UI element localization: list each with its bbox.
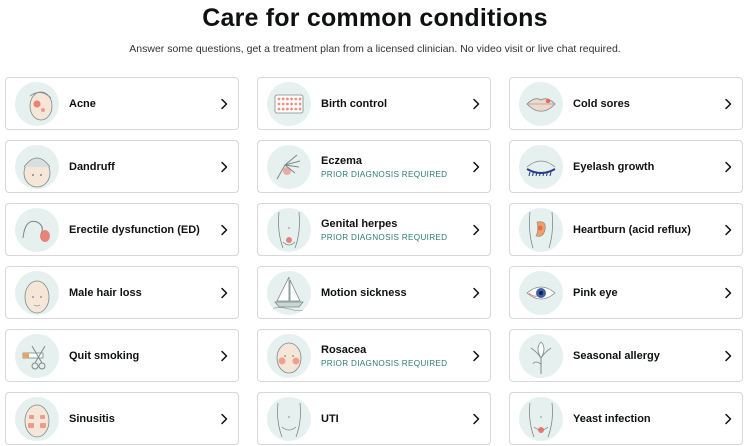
chevron-right-icon xyxy=(471,161,481,173)
condition-card-pink-eye[interactable]: Pink eye xyxy=(509,266,743,319)
prior-diagnosis-note: PRIOR DIAGNOSIS REQUIRED xyxy=(321,232,448,242)
chevron-right-icon xyxy=(723,413,733,425)
condition-card-cold-sores[interactable]: Cold sores xyxy=(509,77,743,130)
condition-label: Yeast infection xyxy=(573,412,651,425)
condition-text: Motion sickness xyxy=(321,286,490,300)
condition-card-rosacea[interactable]: Rosacea PRIOR DIAGNOSIS REQUIRED xyxy=(257,329,491,382)
chevron-right-icon xyxy=(471,224,481,236)
page-header: Care for common conditions Answer some q… xyxy=(0,0,750,56)
pelvis-icon xyxy=(267,396,311,441)
condition-label: Dandruff xyxy=(69,160,115,173)
face-sinus-icon xyxy=(15,396,59,441)
torso-icon xyxy=(267,207,311,252)
ed-icon xyxy=(15,207,59,252)
condition-label: Pink eye xyxy=(573,286,618,299)
condition-label: Eczema xyxy=(321,154,362,167)
chevron-right-icon xyxy=(723,161,733,173)
condition-text: Yeast infection xyxy=(573,412,742,426)
condition-text: Dandruff xyxy=(69,160,238,174)
head-dandruff-icon xyxy=(15,144,59,189)
sailboat-icon xyxy=(267,270,311,315)
chevron-right-icon xyxy=(723,224,733,236)
condition-card-heartburn-acid-reflux[interactable]: Heartburn (acid reflux) xyxy=(509,203,743,256)
prior-diagnosis-note: PRIOR DIAGNOSIS REQUIRED xyxy=(321,169,448,179)
condition-text: Rosacea PRIOR DIAGNOSIS REQUIRED xyxy=(321,343,490,369)
condition-label: Sinusitis xyxy=(69,412,115,425)
flower-icon xyxy=(519,333,563,378)
condition-text: UTI xyxy=(321,412,490,426)
face-rosacea-icon xyxy=(267,333,311,378)
condition-text: Quit smoking xyxy=(69,349,238,363)
page-title: Care for common conditions xyxy=(202,4,548,32)
eyelash-icon xyxy=(519,144,563,189)
condition-label: Cold sores xyxy=(573,97,630,110)
condition-card-erectile-dysfunction-ed[interactable]: Erectile dysfunction (ED) xyxy=(5,203,239,256)
face-acne-icon xyxy=(15,81,59,126)
pill-pack-icon xyxy=(267,81,311,126)
condition-text: Acne xyxy=(69,97,238,111)
condition-card-acne[interactable]: Acne xyxy=(5,77,239,130)
stomach-icon xyxy=(519,207,563,252)
condition-card-yeast-infection[interactable]: Yeast infection xyxy=(509,392,743,445)
chevron-right-icon xyxy=(723,98,733,110)
chevron-right-icon xyxy=(219,224,229,236)
condition-card-eczema[interactable]: Eczema PRIOR DIAGNOSIS REQUIRED xyxy=(257,140,491,193)
chevron-right-icon xyxy=(219,287,229,299)
condition-label: Erectile dysfunction (ED) xyxy=(69,223,200,236)
condition-label: Heartburn (acid reflux) xyxy=(573,223,691,236)
chevron-right-icon xyxy=(471,287,481,299)
condition-text: Seasonal allergy xyxy=(573,349,742,363)
chevron-right-icon xyxy=(219,161,229,173)
chevron-right-icon xyxy=(219,98,229,110)
bald-head-icon xyxy=(15,270,59,315)
condition-card-seasonal-allergy[interactable]: Seasonal allergy xyxy=(509,329,743,382)
condition-text: Sinusitis xyxy=(69,412,238,426)
chevron-right-icon xyxy=(723,350,733,362)
condition-card-quit-smoking[interactable]: Quit smoking xyxy=(5,329,239,382)
chevron-right-icon xyxy=(471,98,481,110)
condition-card-sinusitis[interactable]: Sinusitis xyxy=(5,392,239,445)
eye-icon xyxy=(519,270,563,315)
condition-label: Quit smoking xyxy=(69,349,140,362)
condition-text: Male hair loss xyxy=(69,286,238,300)
page-subtitle: Answer some questions, get a treatment p… xyxy=(129,43,621,55)
condition-label: Eyelash growth xyxy=(573,160,655,173)
condition-card-motion-sickness[interactable]: Motion sickness xyxy=(257,266,491,319)
chevron-right-icon xyxy=(471,350,481,362)
chevron-right-icon xyxy=(219,413,229,425)
chevron-right-icon xyxy=(219,350,229,362)
condition-card-genital-herpes[interactable]: Genital herpes PRIOR DIAGNOSIS REQUIRED xyxy=(257,203,491,256)
condition-card-eyelash-growth[interactable]: Eyelash growth xyxy=(509,140,743,193)
condition-text: Eyelash growth xyxy=(573,160,742,174)
condition-text: Erectile dysfunction (ED) xyxy=(69,223,238,237)
cut-cigarette-icon xyxy=(15,333,59,378)
prior-diagnosis-note: PRIOR DIAGNOSIS REQUIRED xyxy=(321,358,448,368)
condition-label: Birth control xyxy=(321,97,387,110)
condition-text: Pink eye xyxy=(573,286,742,300)
condition-card-uti[interactable]: UTI xyxy=(257,392,491,445)
condition-label: Male hair loss xyxy=(69,286,142,299)
condition-label: UTI xyxy=(321,412,339,425)
condition-label: Motion sickness xyxy=(321,286,407,299)
condition-text: Cold sores xyxy=(573,97,742,111)
conditions-grid: Acne Birth control Cold sores Dandruff Eczem… xyxy=(5,77,743,445)
lips-icon xyxy=(519,81,563,126)
chevron-right-icon xyxy=(471,413,481,425)
condition-label: Genital herpes xyxy=(321,217,398,230)
condition-label: Seasonal allergy xyxy=(573,349,660,362)
condition-card-male-hair-loss[interactable]: Male hair loss xyxy=(5,266,239,319)
condition-text: Heartburn (acid reflux) xyxy=(573,223,742,237)
condition-label: Rosacea xyxy=(321,343,367,356)
condition-card-dandruff[interactable]: Dandruff xyxy=(5,140,239,193)
hand-rash-icon xyxy=(267,144,311,189)
condition-card-birth-control[interactable]: Birth control xyxy=(257,77,491,130)
condition-text: Birth control xyxy=(321,97,490,111)
condition-label: Acne xyxy=(69,97,96,110)
condition-text: Eczema PRIOR DIAGNOSIS REQUIRED xyxy=(321,154,490,180)
condition-text: Genital herpes PRIOR DIAGNOSIS REQUIRED xyxy=(321,217,490,243)
chevron-right-icon xyxy=(723,287,733,299)
pelvis-red-icon xyxy=(519,396,563,441)
